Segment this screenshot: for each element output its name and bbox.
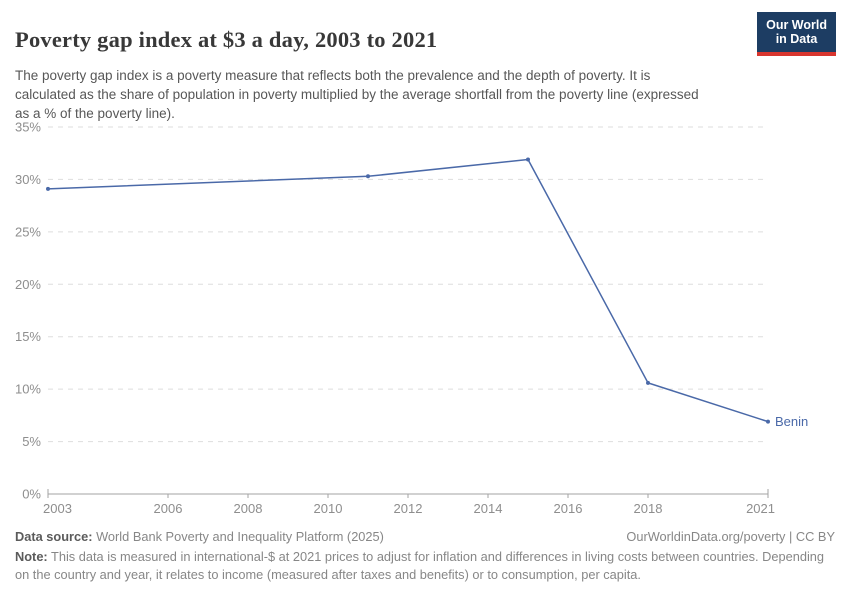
footer-note: Note: This data is measured in internati… [15, 548, 835, 584]
rights-link[interactable]: OurWorldinData.org/poverty | CC BY [626, 529, 835, 544]
y-axis-tick-label: 15% [15, 329, 41, 344]
owid-logo[interactable]: Our World in Data [757, 12, 836, 56]
y-axis-tick-label: 5% [22, 434, 41, 449]
owid-logo-line1: Our World [766, 18, 827, 32]
footer-datasource-row: Data source: World Bank Poverty and Ineq… [15, 529, 835, 544]
owid-logo-line2: in Data [775, 32, 818, 47]
note-label: Note: [15, 549, 48, 564]
y-axis-tick-label: 20% [15, 277, 41, 292]
line-series-benin [47, 158, 769, 423]
series-end-label: Benin [775, 414, 808, 429]
y-axis-tick-label: 10% [15, 382, 41, 397]
x-axis-tick-label: 2012 [394, 501, 423, 516]
data-point-marker[interactable] [366, 174, 370, 179]
x-axis-tick-label: 2018 [634, 501, 663, 516]
datasource-text: Data source: World Bank Poverty and Ineq… [15, 529, 384, 544]
data-point-marker[interactable] [46, 186, 50, 191]
x-axis-tick-label: 2014 [474, 501, 503, 516]
y-axis-tick-label: 35% [15, 120, 41, 135]
x-axis-tick-label: 2021 [746, 501, 775, 516]
y-axis-tick-label: 30% [15, 172, 41, 187]
x-axis-tick-label: 2003 [43, 501, 72, 516]
chart-subtitle: The poverty gap index is a poverty measu… [15, 67, 699, 121]
x-axis-tick-label: 2008 [234, 501, 263, 516]
data-point-marker[interactable] [526, 157, 530, 162]
x-axis-tick-label: 2006 [154, 501, 183, 516]
note-value: This data is measured in international-$… [15, 549, 825, 583]
x-axis-tick-label: 2010 [314, 501, 343, 516]
y-axis-tick-label: 0% [22, 487, 41, 502]
datasource-label: Data source: [15, 529, 93, 544]
y-axis-tick-label: 25% [15, 224, 41, 239]
data-point-marker[interactable] [766, 419, 770, 424]
datasource-value: World Bank Poverty and Inequality Platfo… [92, 529, 384, 544]
x-axis-tick-label: 2016 [554, 501, 583, 516]
data-point-marker[interactable] [646, 380, 650, 385]
page-title: Poverty gap index at $3 a day, 2003 to 2… [15, 27, 438, 53]
chart-svg: 0% 5% 10% 15% 20% 25% 30% 35% 2003 2006 2008 2010 20… [15, 120, 808, 517]
